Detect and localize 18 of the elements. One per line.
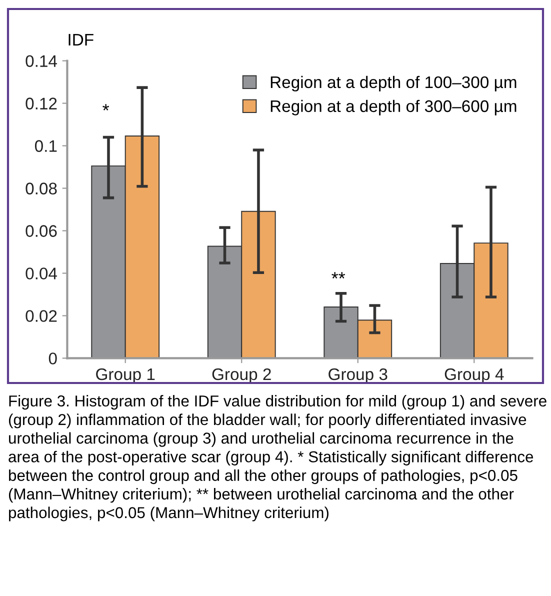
y-tick-label: 0.08 — [26, 182, 57, 194]
y-tick-label: 0.12 — [26, 98, 57, 110]
y-axis-title: IDF — [68, 34, 94, 46]
x-tick-label: Group 4 — [444, 368, 504, 384]
x-tick-label: Group 2 — [212, 368, 271, 384]
annotation: ** — [332, 272, 346, 278]
legend-label: Region at a depth of 100–300 µm — [270, 76, 516, 92]
legend-label: Region at a depth of 300–600 µm — [270, 100, 516, 116]
y-tick-label: 0.1 — [34, 140, 57, 152]
y-tick-label: 0.06 — [26, 225, 57, 237]
y-tick-label: 0.14 — [26, 55, 58, 67]
caption: Figure 3. Histogram of the IDF value distribution for mild (group 1) and severe (group 2) inflammation of the bladder wall; for poorly differentiated invasive urothelial carcinoma (group 3) and urothelial carcinoma recurrence in the area of the post-operative scar (group 4). * Statistically significant difference between the control group and all the other groups of pathologies, p<0.05 (Mann–Whitney criterium); ** between urothelial carcinoma and the other pathologies, p<0.05 (Mann–Whitney criterium) — [8, 395, 546, 522]
y-tick-label: 0.02 — [26, 310, 57, 322]
y-tick-label: 0 — [48, 352, 57, 364]
x-tick-label: Group 3 — [328, 368, 388, 384]
x-tick-label: Group 1 — [96, 368, 155, 384]
annotation: * — [102, 104, 110, 110]
y-tick-label: 0.04 — [26, 268, 58, 280]
